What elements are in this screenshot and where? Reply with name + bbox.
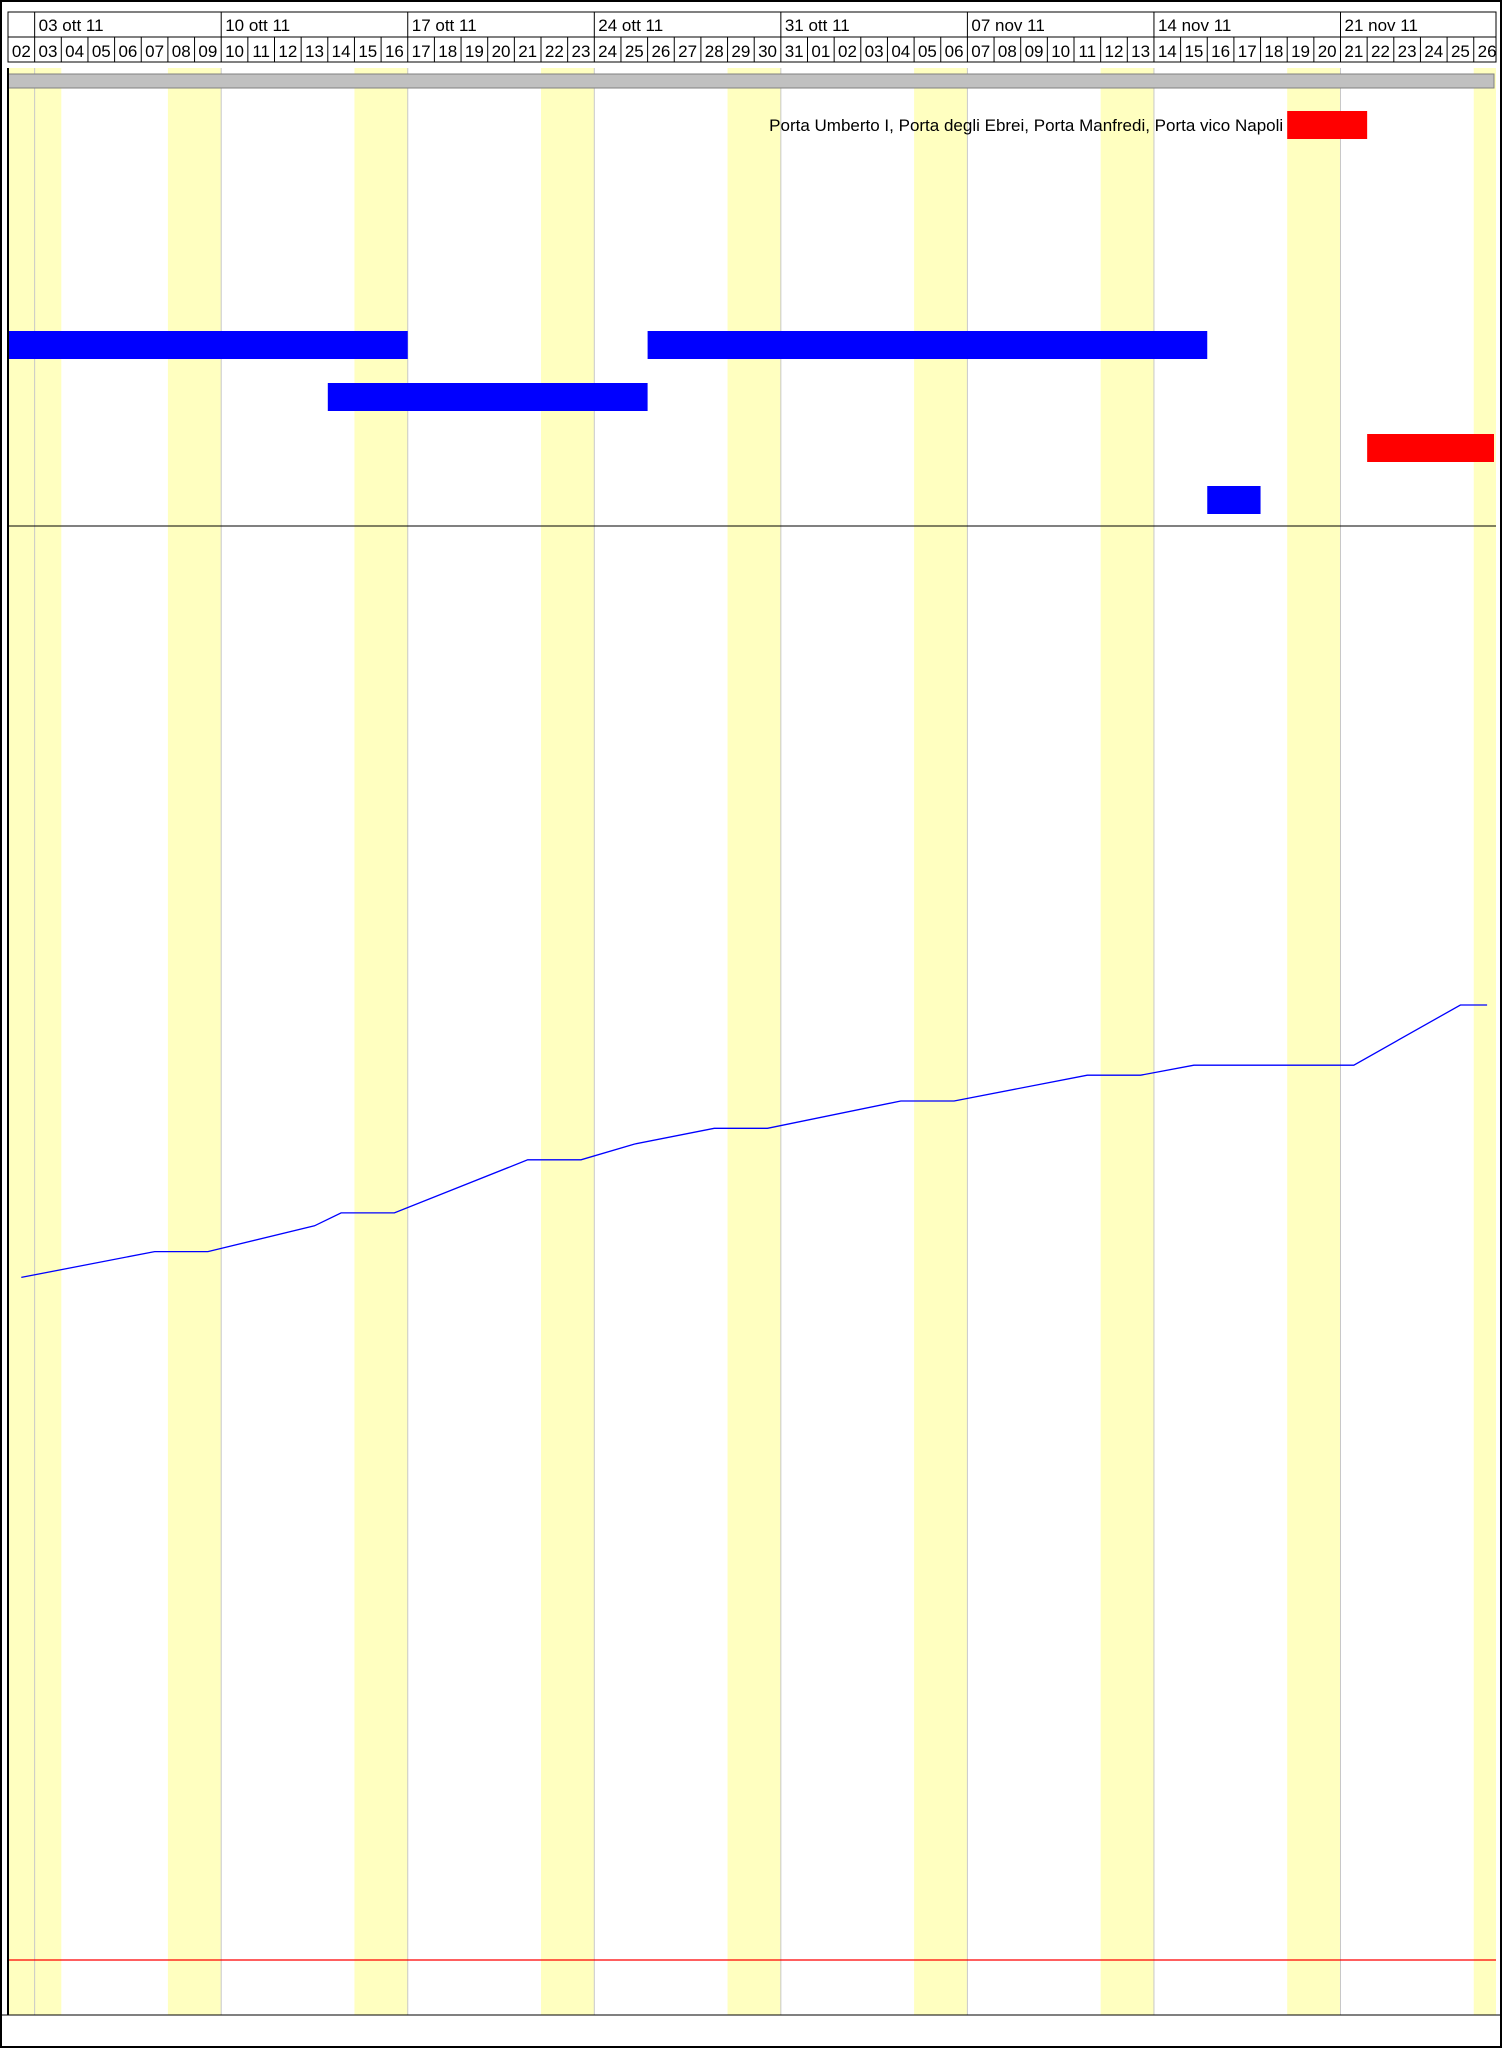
day-label: 06 <box>118 42 137 61</box>
task-bar <box>1207 486 1261 514</box>
weekend-band <box>541 68 595 2015</box>
day-label: 25 <box>1451 42 1470 61</box>
day-label: 16 <box>1211 42 1230 61</box>
day-label: 02 <box>838 42 857 61</box>
task-bar <box>647 331 1208 359</box>
weekend-band <box>167 68 222 2015</box>
week-label: 17 ott 11 <box>412 16 477 35</box>
task-bar <box>8 331 408 359</box>
progress-curve-panel <box>8 525 1496 1961</box>
day-label: 07 <box>971 42 990 61</box>
week-label: 14 nov 11 <box>1158 16 1231 35</box>
week-label: 10 ott 11 <box>225 16 290 35</box>
day-label: 15 <box>1184 42 1203 61</box>
day-label: 16 <box>385 42 404 61</box>
day-label: 06 <box>945 42 964 61</box>
day-label: 26 <box>651 42 670 61</box>
day-label: 11 <box>252 42 270 61</box>
weekend-band <box>354 68 408 2015</box>
day-label: 22 <box>545 42 564 61</box>
day-label: 20 <box>492 42 511 61</box>
day-label: 25 <box>625 42 644 61</box>
day-label: 24 <box>1424 42 1443 61</box>
day-label: 17 <box>1238 42 1257 61</box>
day-label: 04 <box>891 42 910 61</box>
day-label: 10 <box>1051 42 1070 61</box>
day-label: 08 <box>172 42 191 61</box>
day-label: 08 <box>998 42 1017 61</box>
task-bar <box>1367 434 1494 462</box>
day-label: 19 <box>1291 42 1310 61</box>
day-label: 18 <box>1264 42 1283 61</box>
day-label: 28 <box>705 42 724 61</box>
day-label: 31 <box>785 42 804 61</box>
day-label: 09 <box>1025 42 1044 61</box>
day-label: 23 <box>1398 42 1417 61</box>
day-label: 19 <box>465 42 484 61</box>
day-label: 05 <box>92 42 111 61</box>
day-label: 13 <box>305 42 324 61</box>
day-label: 01 <box>811 42 830 61</box>
timescale-header: 03 ott 11 10 ott 11 17 ott 11 24 ott 11 31 o… <box>7 11 1497 63</box>
day-label: 02 <box>12 42 31 61</box>
day-label: 12 <box>1105 42 1124 61</box>
day-label: 27 <box>678 42 697 61</box>
day-label: 03 <box>865 42 884 61</box>
day-label: 12 <box>278 42 297 61</box>
week-label: 03 ott 11 <box>39 16 104 35</box>
weekend-band <box>727 68 781 2015</box>
day-label: 09 <box>198 42 217 61</box>
day-label: 18 <box>438 42 457 61</box>
day-label: 15 <box>358 42 377 61</box>
week-label: 21 nov 11 <box>1345 16 1418 35</box>
task-label: Porta Umberto I, Porta degli Ebrei, Port… <box>769 116 1283 135</box>
summary-bar <box>7 73 1495 89</box>
day-label: 22 <box>1371 42 1390 61</box>
weekend-band <box>1473 68 1496 2015</box>
day-label: 11 <box>1078 42 1096 61</box>
day-label: 03 <box>39 42 58 61</box>
day-label: 24 <box>598 42 617 61</box>
day-label: 05 <box>918 42 937 61</box>
day-label: 10 <box>225 42 244 61</box>
task-bars: Porta Umberto I, Porta degli Ebrei, Port… <box>8 111 1494 514</box>
summary-bar-layer <box>7 73 1495 89</box>
week-label: 24 ott 11 <box>598 16 663 35</box>
week-label: 31 ott 11 <box>785 16 850 35</box>
day-label: 30 <box>758 42 777 61</box>
day-label: 14 <box>1158 42 1177 61</box>
week-label: 07 nov 11 <box>971 16 1044 35</box>
progress-curve <box>21 1004 1488 1279</box>
day-label: 21 <box>1344 42 1363 61</box>
day-label: 26 <box>1478 42 1497 61</box>
day-label: 13 <box>1131 42 1150 61</box>
day-label: 04 <box>65 42 84 61</box>
task-bar <box>1287 111 1368 139</box>
day-label: 29 <box>731 42 750 61</box>
weekend-bands <box>8 68 1496 2015</box>
day-label: 17 <box>412 42 431 61</box>
day-label: 20 <box>1318 42 1337 61</box>
weekend-band <box>1100 68 1154 2015</box>
day-label: 14 <box>332 42 351 61</box>
weekend-band <box>1287 68 1341 2015</box>
day-label: 21 <box>518 42 537 61</box>
day-label: 23 <box>572 42 591 61</box>
day-label: 07 <box>145 42 164 61</box>
task-bar <box>327 383 648 411</box>
weekend-band <box>914 68 968 2015</box>
